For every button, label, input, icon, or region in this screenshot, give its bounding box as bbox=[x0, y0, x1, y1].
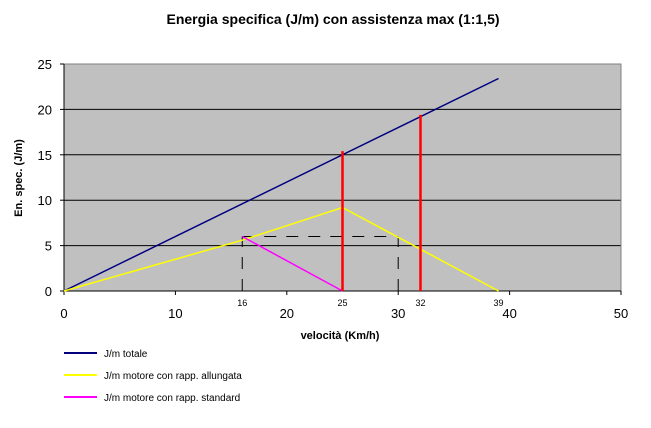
x-tick-label: 20 bbox=[280, 306, 294, 321]
x-tick-label: 10 bbox=[168, 306, 182, 321]
x-value-label: 25 bbox=[337, 298, 347, 308]
series-line bbox=[63, 77, 499, 292]
legend-label: J/m motore con rapp. standard bbox=[104, 393, 240, 404]
x-tick-label: 30 bbox=[391, 306, 405, 321]
y-tick-label: 25 bbox=[38, 57, 52, 72]
y-axis-title: En. spec. (J/m) bbox=[13, 139, 25, 217]
x-axis-title: velocità (Km/h) bbox=[301, 330, 380, 342]
y-tick-label: 0 bbox=[45, 284, 52, 299]
x-tick-label: 0 bbox=[60, 306, 67, 321]
legend-label: J/m totale bbox=[104, 349, 148, 360]
y-tick-label: 20 bbox=[38, 102, 52, 117]
series-line bbox=[241, 235, 343, 292]
y-tick-label: 5 bbox=[45, 239, 52, 254]
y-tick-label: 10 bbox=[38, 193, 52, 208]
x-value-label: 39 bbox=[493, 298, 503, 308]
x-tick-label: 40 bbox=[502, 306, 516, 321]
y-tick-label: 15 bbox=[38, 148, 52, 163]
chart-title: Energia specifica (J/m) con assistenza m… bbox=[166, 11, 499, 27]
legend-label: J/m motore con rapp. allungata bbox=[104, 371, 242, 382]
x-tick-label: 50 bbox=[614, 306, 628, 321]
x-value-label: 16 bbox=[237, 298, 247, 308]
x-value-label: 32 bbox=[415, 298, 425, 308]
